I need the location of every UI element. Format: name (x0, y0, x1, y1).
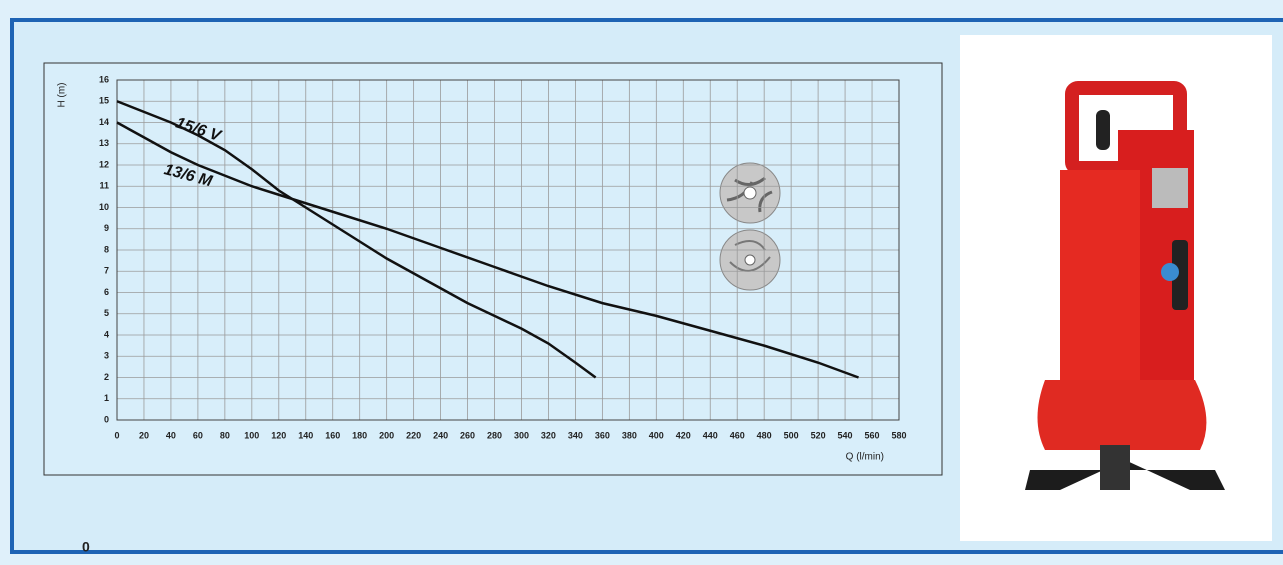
x-tick-label: 200 (379, 430, 394, 440)
y-tick-label: 10 (99, 202, 109, 212)
series-line (116, 100, 597, 379)
x-tick-label: 140 (298, 430, 313, 440)
y-tick-label: 7 (104, 266, 109, 276)
x-tick-label: 180 (352, 430, 367, 440)
x-tick-label: 360 (595, 430, 610, 440)
y-axis-label: H (m) (57, 83, 68, 108)
x-tick-label: 120 (271, 430, 286, 440)
x-tick-label: 300 (514, 430, 529, 440)
x-tick-label: 480 (757, 430, 772, 440)
x-tick-label: 280 (487, 430, 502, 440)
x-tick-label: 320 (541, 430, 556, 440)
x-tick-label: 240 (433, 430, 448, 440)
x-tick-label: 160 (325, 430, 340, 440)
y-tick-label: 2 (104, 372, 109, 382)
x-tick-label: 100 (244, 430, 259, 440)
y-tick-label: 6 (104, 287, 109, 297)
x-tick-label: 440 (703, 430, 718, 440)
x-axis-label: Q (l/min) (846, 452, 884, 463)
y-tick-label: 9 (104, 223, 109, 233)
plot-border (116, 79, 900, 421)
x-tick-label: 380 (622, 430, 637, 440)
x-tick-label: 260 (460, 430, 475, 440)
series-line (116, 121, 859, 379)
y-tick-label: 16 (99, 74, 109, 84)
y-tick-label: 14 (99, 117, 109, 127)
y-tick-label: 5 (104, 308, 109, 318)
y-tick-label: 12 (99, 159, 109, 169)
chart-panel (43, 62, 943, 476)
impeller-icons (719, 162, 781, 291)
x-tick-label: 540 (838, 430, 853, 440)
x-tick-label: 340 (568, 430, 583, 440)
y-tick-label: 3 (104, 351, 109, 361)
x-tick-label: 420 (676, 430, 691, 440)
x-tick-label: 0 (114, 430, 119, 440)
x-tick-label: 460 (730, 430, 745, 440)
x-tick-label: 40 (166, 430, 176, 440)
x-tick-label: 20 (139, 430, 149, 440)
y-tick-label: 15 (99, 96, 109, 106)
x-tick-label: 400 (649, 430, 664, 440)
x-tick-label: 60 (193, 430, 203, 440)
x-tick-label: 520 (811, 430, 826, 440)
x-tick-label: 80 (220, 430, 230, 440)
x-tick-label: 220 (406, 430, 421, 440)
y-tick-label: 1 (104, 393, 109, 403)
y-tick-label: 11 (99, 181, 109, 191)
y-tick-label: 4 (104, 329, 109, 339)
y-tick-label: 0 (104, 414, 109, 424)
y-tick-label: 13 (99, 138, 109, 148)
x-tick-label: 500 (784, 430, 799, 440)
x-tick-label: 580 (891, 430, 906, 440)
footer-text: 0 (82, 539, 90, 555)
pump-photo (960, 35, 1272, 541)
y-tick-label: 8 (104, 244, 109, 254)
x-tick-label: 560 (865, 430, 880, 440)
